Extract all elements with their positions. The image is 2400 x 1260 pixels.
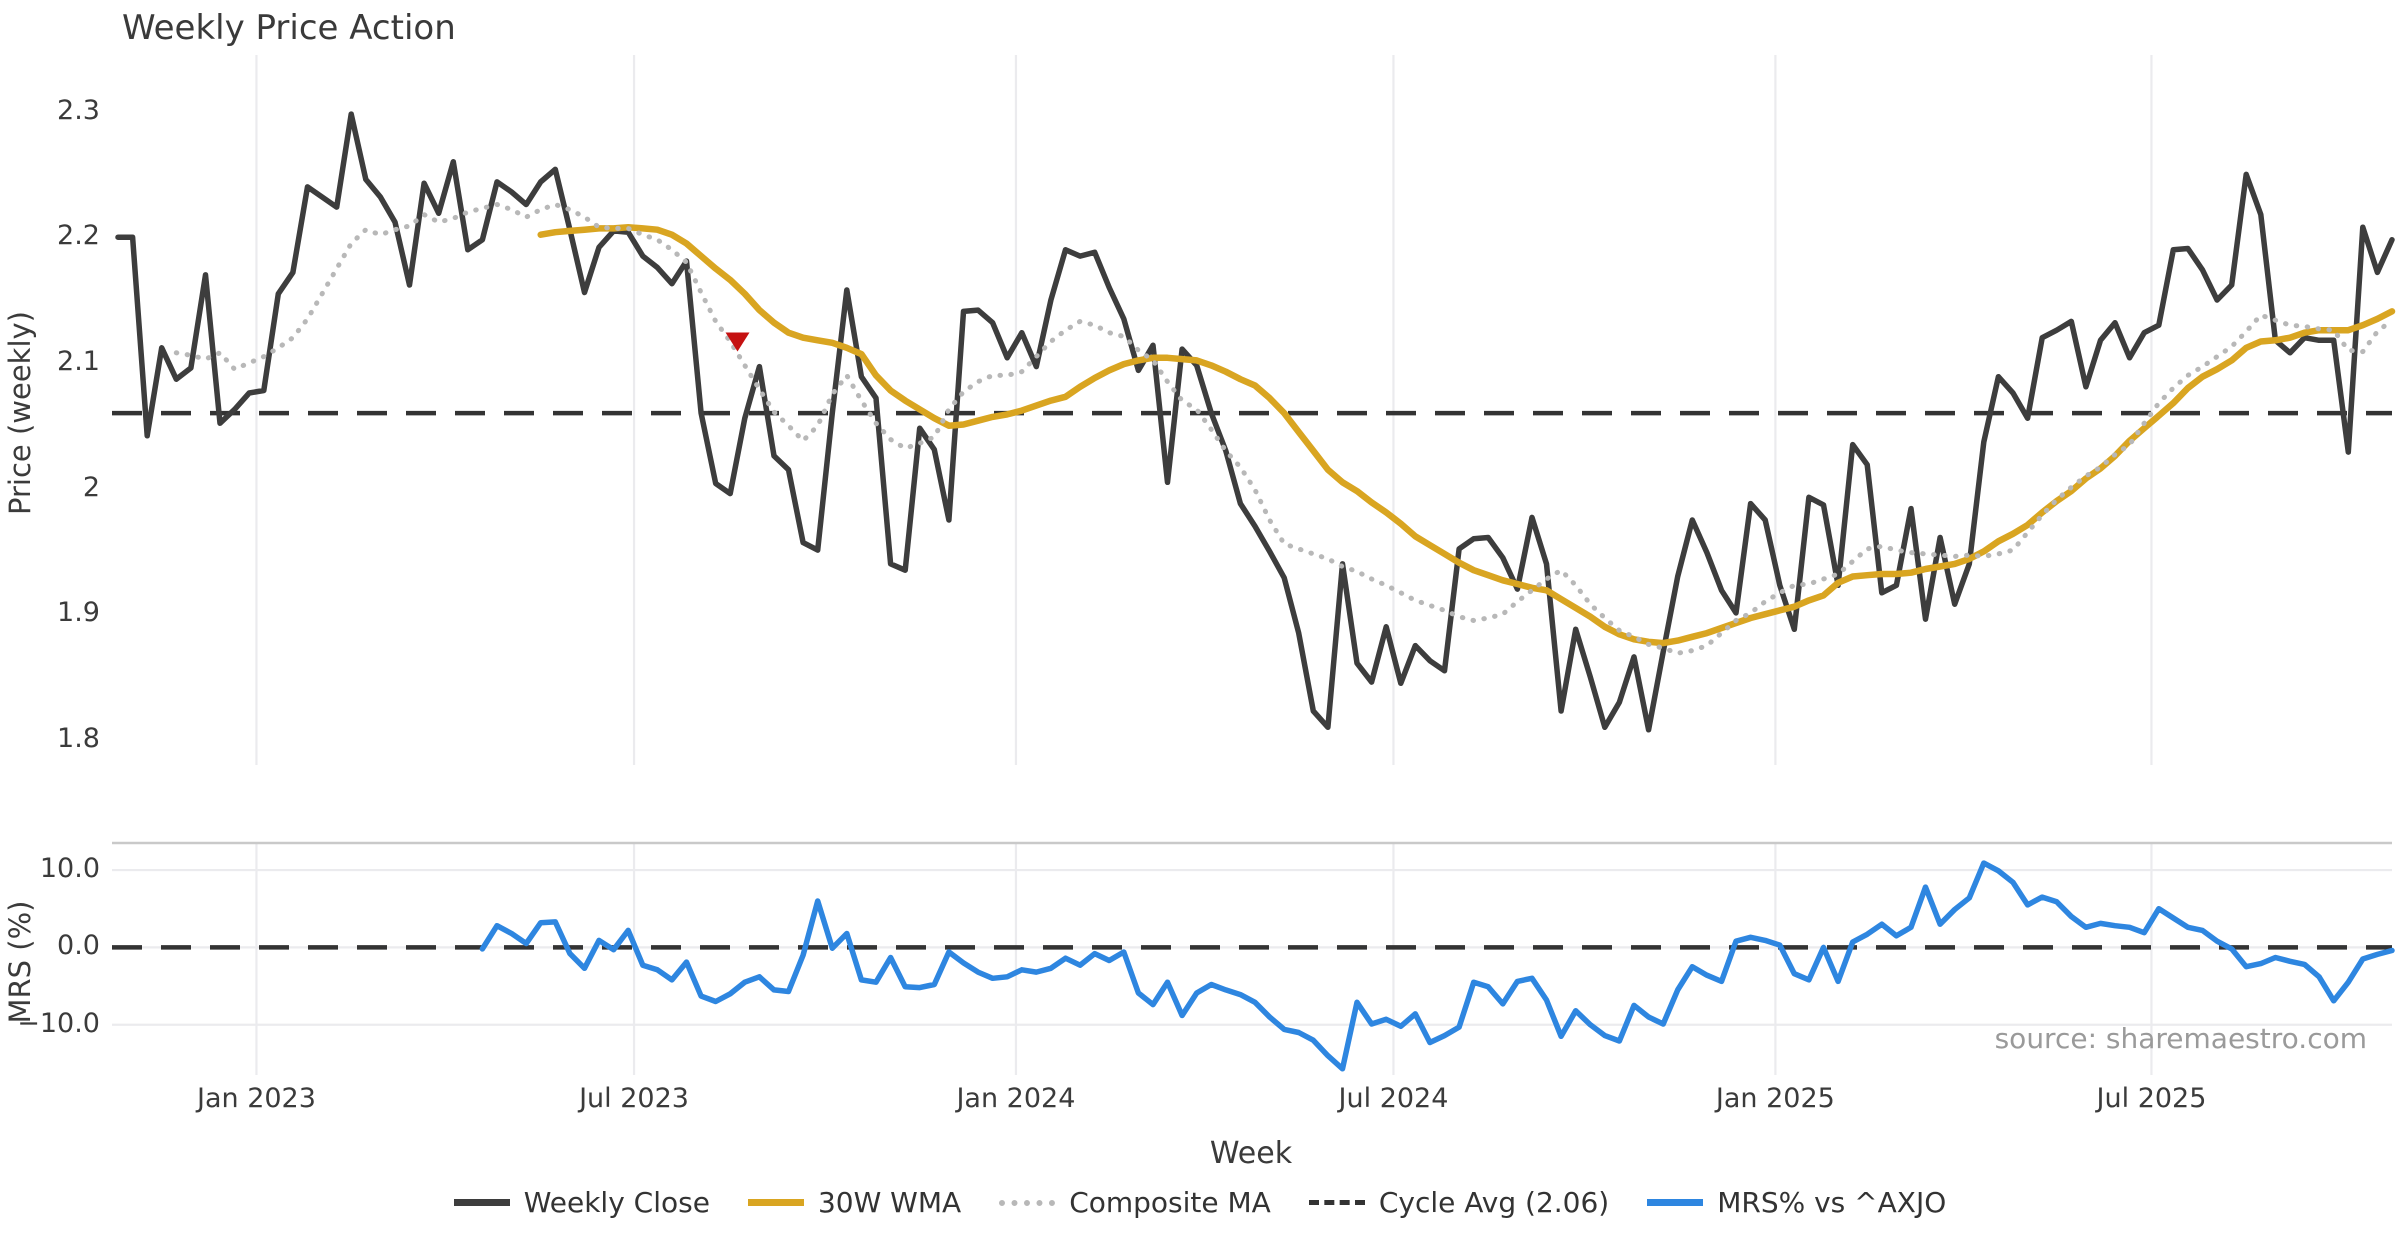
legend-label: Composite MA [1069, 1186, 1271, 1219]
series-weekly-close [115, 111, 2395, 733]
y-tick-label: −10.0 [17, 1007, 100, 1039]
legend-item-weekly-close: Weekly Close [453, 1186, 710, 1219]
y-tick-label: 1.8 [57, 722, 100, 754]
legend-item-30w-wma: 30W WMA [747, 1186, 962, 1219]
price-axis-label: Price (weekly) [3, 311, 37, 516]
legend-item-cycle-avg-2-06-: Cycle Avg (2.06) [1308, 1186, 1610, 1219]
x-tick-label: Jul 2025 [2096, 1083, 2207, 1114]
y-tick-label: 2.1 [57, 345, 100, 377]
legend-label: Cycle Avg (2.06) [1378, 1186, 1610, 1219]
y-tick-label: 2.3 [57, 94, 100, 126]
legend: Weekly Close 30W WMA Composite MA Cycle Avg… [0, 1186, 2400, 1219]
legend-item-mrs-vs-axjo: MRS% vs ^AXJO [1647, 1186, 1946, 1219]
series-30w-wma [537, 223, 2396, 647]
sell-signal-marker [725, 332, 750, 352]
y-tick-label: 0.0 [57, 930, 100, 962]
y-tick-label: 2 [82, 471, 100, 503]
x-tick-label: Jul 2023 [579, 1083, 689, 1114]
x-tick-label: Jan 2025 [1715, 1083, 1835, 1114]
legend-swatch [453, 1199, 510, 1206]
x-tick-label: Jan 2023 [197, 1083, 316, 1114]
y-tick-label: 2.2 [57, 220, 100, 252]
legend-swatch [1647, 1199, 1704, 1206]
legend-label: 30W WMA [817, 1186, 962, 1219]
legend-label: Weekly Close [523, 1186, 710, 1219]
x-tick-label: Jan 2024 [956, 1083, 1076, 1114]
source-note: source: sharemaestro.com [1994, 1022, 2367, 1055]
series-composite-ma [173, 202, 2395, 656]
chart-title: Weekly Price Action [122, 8, 456, 48]
legend-swatch [999, 1199, 1056, 1206]
y-tick-label: 10.0 [39, 853, 100, 885]
legend-label: MRS% vs ^AXJO [1717, 1186, 1947, 1219]
legend-swatch [1308, 1200, 1365, 1205]
legend-swatch [747, 1199, 804, 1206]
y-tick-label: 1.9 [57, 597, 100, 629]
x-tick-label: Jul 2024 [1338, 1083, 1449, 1114]
x-axis-label: Week [1209, 1136, 1293, 1171]
series-mrs-vs-axjo [479, 860, 2395, 1072]
legend-item-composite-ma: Composite MA [999, 1186, 1271, 1219]
